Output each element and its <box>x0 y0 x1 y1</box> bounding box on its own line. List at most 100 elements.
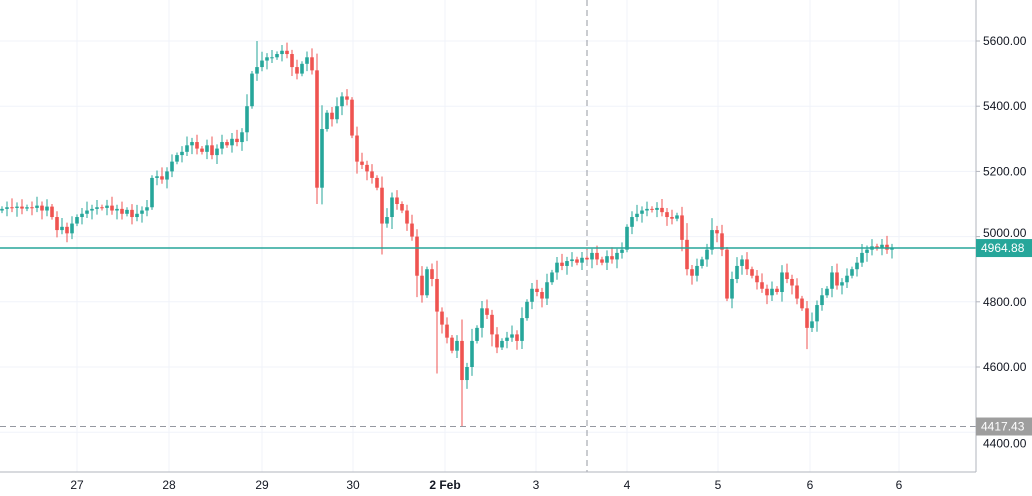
candle-body <box>840 282 844 286</box>
candle-up <box>825 286 829 298</box>
candle-down <box>375 175 379 191</box>
candle-body <box>655 207 659 210</box>
candle-body <box>790 278 794 286</box>
candle-down <box>540 287 544 308</box>
time-axis[interactable]: 27 28 29 30 2 Feb 3 4 5 6 6 <box>70 478 902 492</box>
candle-body <box>460 340 464 381</box>
candle-body <box>820 295 824 306</box>
candle-body <box>440 311 444 325</box>
candle-body <box>30 207 34 209</box>
candle-body <box>140 210 144 214</box>
candle-body <box>565 261 569 266</box>
candle-up <box>780 265 784 302</box>
candle-body <box>780 272 784 293</box>
candle-body <box>765 288 769 296</box>
candle-down <box>680 206 684 252</box>
candle-body <box>465 367 469 381</box>
candle-down <box>560 253 564 271</box>
candle-body <box>605 256 609 263</box>
candle-up <box>75 214 79 227</box>
candle-body <box>5 207 9 209</box>
candle-up <box>165 167 169 189</box>
candle-body <box>155 176 159 178</box>
candle-up <box>125 207 129 217</box>
candle-up <box>700 256 704 269</box>
candle-down <box>460 319 464 427</box>
candle-body <box>280 50 284 55</box>
candle-down <box>130 204 134 225</box>
candle-body <box>65 226 69 234</box>
candle-down <box>575 256 579 266</box>
candle-down <box>715 225 719 243</box>
candle-up <box>240 128 244 151</box>
candle-body <box>600 259 604 263</box>
candle-up <box>880 239 884 256</box>
candle-body <box>445 324 449 338</box>
candle-body <box>770 288 774 296</box>
candle-up <box>815 300 819 332</box>
candle-down <box>725 247 729 302</box>
candle-down <box>380 176 384 255</box>
candle-down <box>370 164 374 184</box>
candle-up <box>150 175 154 210</box>
candle-body <box>805 308 809 328</box>
candle-up <box>80 208 84 225</box>
candle-down <box>485 299 489 320</box>
candle-body <box>435 278 439 312</box>
candle-body <box>610 256 614 260</box>
candle-up <box>105 199 109 216</box>
candle-up <box>340 92 344 116</box>
candle-up <box>140 206 144 223</box>
candle-body <box>135 213 139 218</box>
candle-down <box>285 42 289 59</box>
candle-body <box>625 226 629 250</box>
candle-up <box>15 202 19 217</box>
candle-body <box>875 246 879 249</box>
candle-body <box>620 249 624 253</box>
candle-down <box>350 97 354 139</box>
candle-down <box>110 196 114 215</box>
candle-body <box>185 145 189 152</box>
candle-down <box>875 243 879 251</box>
price-tick-label: 5200.00 <box>983 164 1027 178</box>
candle-body <box>745 259 749 270</box>
candle-body <box>845 275 849 283</box>
candle-up <box>520 307 524 350</box>
candle-up <box>810 312 814 333</box>
candle-body <box>890 248 894 250</box>
candle-down <box>450 335 454 354</box>
candle-up <box>390 192 394 230</box>
candle-up <box>890 243 894 259</box>
candle-up <box>175 152 179 165</box>
candle-up <box>255 41 259 81</box>
time-tick-label: 27 <box>70 478 84 492</box>
candle-body <box>45 206 49 211</box>
candle-up <box>770 281 774 302</box>
candle-up <box>655 202 659 218</box>
candle-down <box>835 263 839 290</box>
time-tick-label: 5 <box>715 478 722 492</box>
price-tick-label: 5000.00 <box>983 226 1027 240</box>
current-price-badge: 4964.88 <box>976 239 1032 258</box>
candle-up <box>320 105 324 205</box>
candle-body <box>210 145 214 156</box>
candle-body <box>825 288 829 296</box>
candle-up <box>230 133 234 153</box>
candle-body <box>40 205 44 211</box>
candle-up <box>470 328 474 376</box>
candle-body <box>370 171 374 178</box>
price-tick-label: 4600.00 <box>983 360 1027 374</box>
candle-body <box>35 205 39 208</box>
candle-body <box>0 208 4 211</box>
candle-body <box>200 148 204 152</box>
candle-down <box>395 190 399 210</box>
candle-down <box>65 222 69 243</box>
candle-body <box>555 262 559 273</box>
candle-down <box>360 152 364 170</box>
candle-up <box>525 299 529 321</box>
candle-up <box>615 248 619 269</box>
candle-body <box>70 223 74 234</box>
candle-down <box>685 223 689 276</box>
time-tick-label: 4 <box>624 478 631 492</box>
